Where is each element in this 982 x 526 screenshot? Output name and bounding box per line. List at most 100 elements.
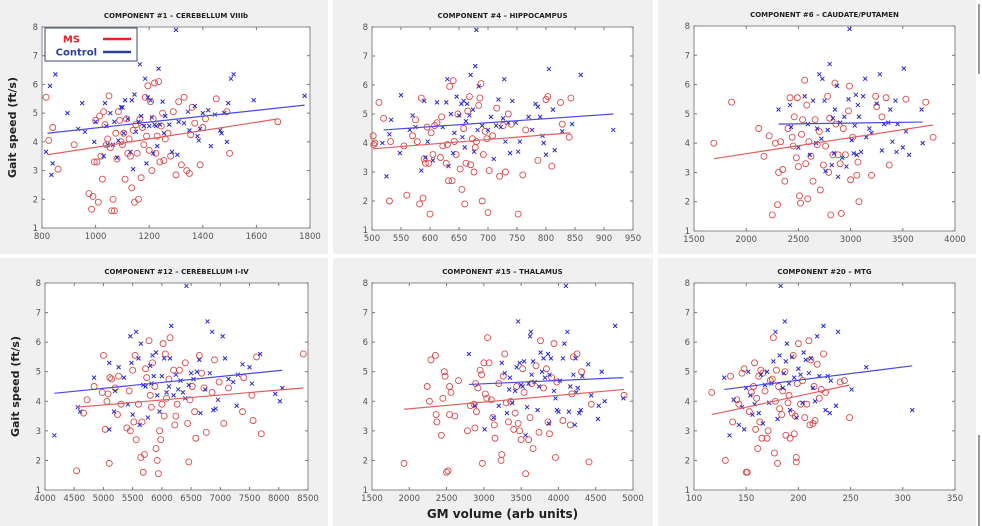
ms-data-point [799, 116, 807, 124]
ms-data-point [115, 372, 123, 380]
ms-data-point [138, 418, 146, 426]
control-data-point [82, 129, 88, 135]
ms-data-point [845, 107, 852, 115]
control-data-point [164, 390, 169, 395]
x-tick-label: 4000 [944, 235, 966, 245]
ms-data-point [548, 162, 556, 170]
control-data-point [118, 105, 124, 110]
ms-data-point [239, 408, 246, 416]
x-tick-label: 650 [451, 234, 467, 244]
y-tick-label: 8 [685, 279, 690, 289]
control-data-point [731, 397, 737, 403]
ms-data-point [54, 165, 62, 173]
control-data-point [220, 333, 226, 339]
y-tick-label: 8 [363, 23, 368, 33]
control-data-point [107, 110, 113, 116]
control-data-point [789, 354, 795, 360]
x-tick-label: 6500 [180, 494, 202, 504]
y-tick-label: 5 [363, 110, 368, 120]
control-data-point [208, 143, 214, 149]
control-data-point [563, 283, 569, 289]
x-tick-label: 300 [895, 494, 911, 504]
y-tick-label: 3 [685, 168, 690, 178]
control-data-point [176, 119, 182, 125]
control-data-point [829, 162, 835, 168]
control-data-point [793, 415, 799, 420]
control-data-point [832, 107, 838, 112]
ms-data-point [121, 175, 129, 183]
x-tick-label: 3000 [473, 494, 495, 504]
panel-component-12: COMPONENT #12 – CEREBELLUM I-IV 1 2 3 4 5 6 7 8 4… [0, 258, 328, 526]
control-data-point [610, 127, 616, 133]
control-data-point [491, 415, 496, 420]
legend-box [44, 27, 138, 62]
ms-data-point [80, 409, 88, 417]
control-data-point [856, 114, 862, 120]
ms-data-point [169, 108, 177, 116]
y-tick-label: 6 [685, 81, 690, 91]
x-tick-label: 550 [393, 234, 409, 244]
y-tick-label: 8 [33, 23, 38, 33]
x-tick-label: 5000 [622, 494, 644, 504]
ms-data-point [451, 412, 459, 420]
control-data-point [127, 333, 133, 339]
ms-data-point [73, 467, 81, 475]
control-data-point [137, 422, 143, 428]
x-tick-label: 1600 [246, 232, 268, 242]
control-data-point [919, 107, 924, 112]
ms-data-point [188, 103, 196, 111]
ms-data-point [516, 427, 524, 435]
ms-data-point [474, 384, 482, 392]
ms-data-point [443, 468, 451, 476]
ms-data-point [747, 388, 755, 396]
control-data-point [173, 372, 179, 378]
legend-label: MS [63, 35, 80, 46]
scatter-chart: COMPONENT #20 – MTG 1 2 3 4 5 6 7 8 100 150 200 250 3… [685, 268, 964, 504]
ms-data-point [375, 98, 383, 106]
control-data-point [130, 412, 136, 417]
ms-data-point [467, 161, 475, 169]
control-data-point [539, 369, 545, 375]
ms-data-point [831, 79, 839, 87]
x-tick-label: 1500 [683, 235, 705, 245]
control-data-point [488, 114, 494, 120]
control-data-point [137, 61, 143, 67]
ms-data-point [517, 436, 525, 444]
control-data-point [547, 372, 552, 378]
x-tick-label: 350 [947, 494, 963, 504]
control-data-point [546, 421, 552, 426]
control-data-point [51, 432, 57, 438]
x-tick-label: 200 [790, 494, 806, 504]
control-data-point [814, 333, 820, 339]
ms-data-point [437, 431, 445, 439]
control-data-point [146, 123, 152, 129]
control-data-point [825, 127, 830, 133]
control-data-point [157, 409, 162, 414]
ms-data-point [811, 417, 819, 424]
control-data-point [205, 319, 210, 324]
control-data-point [553, 395, 558, 401]
scrollbar-top[interactable] [978, 4, 980, 74]
ms-data-point [139, 468, 147, 476]
ms-data-point [442, 159, 450, 167]
ms-data-point [729, 418, 737, 426]
scrollbar-bottom[interactable] [978, 435, 980, 526]
ms-data-point [790, 430, 798, 438]
ms-data-point [853, 171, 861, 179]
ms-data-point [417, 94, 425, 102]
ms-data-point [786, 434, 794, 442]
control-data-point [468, 72, 473, 78]
plot-area [693, 282, 956, 491]
y-tick-label: 6 [685, 338, 690, 348]
control-data-point [466, 351, 472, 357]
control-data-point [827, 410, 833, 416]
ms-data-point [477, 80, 485, 88]
ms-data-point [799, 377, 807, 385]
ms-data-point [478, 371, 486, 379]
ms-data-point [225, 384, 232, 392]
control-data-point [476, 84, 482, 89]
ms-data-point [113, 155, 121, 163]
plot-area [693, 25, 956, 232]
control-data-point [160, 99, 165, 105]
control-data-point [188, 370, 194, 376]
